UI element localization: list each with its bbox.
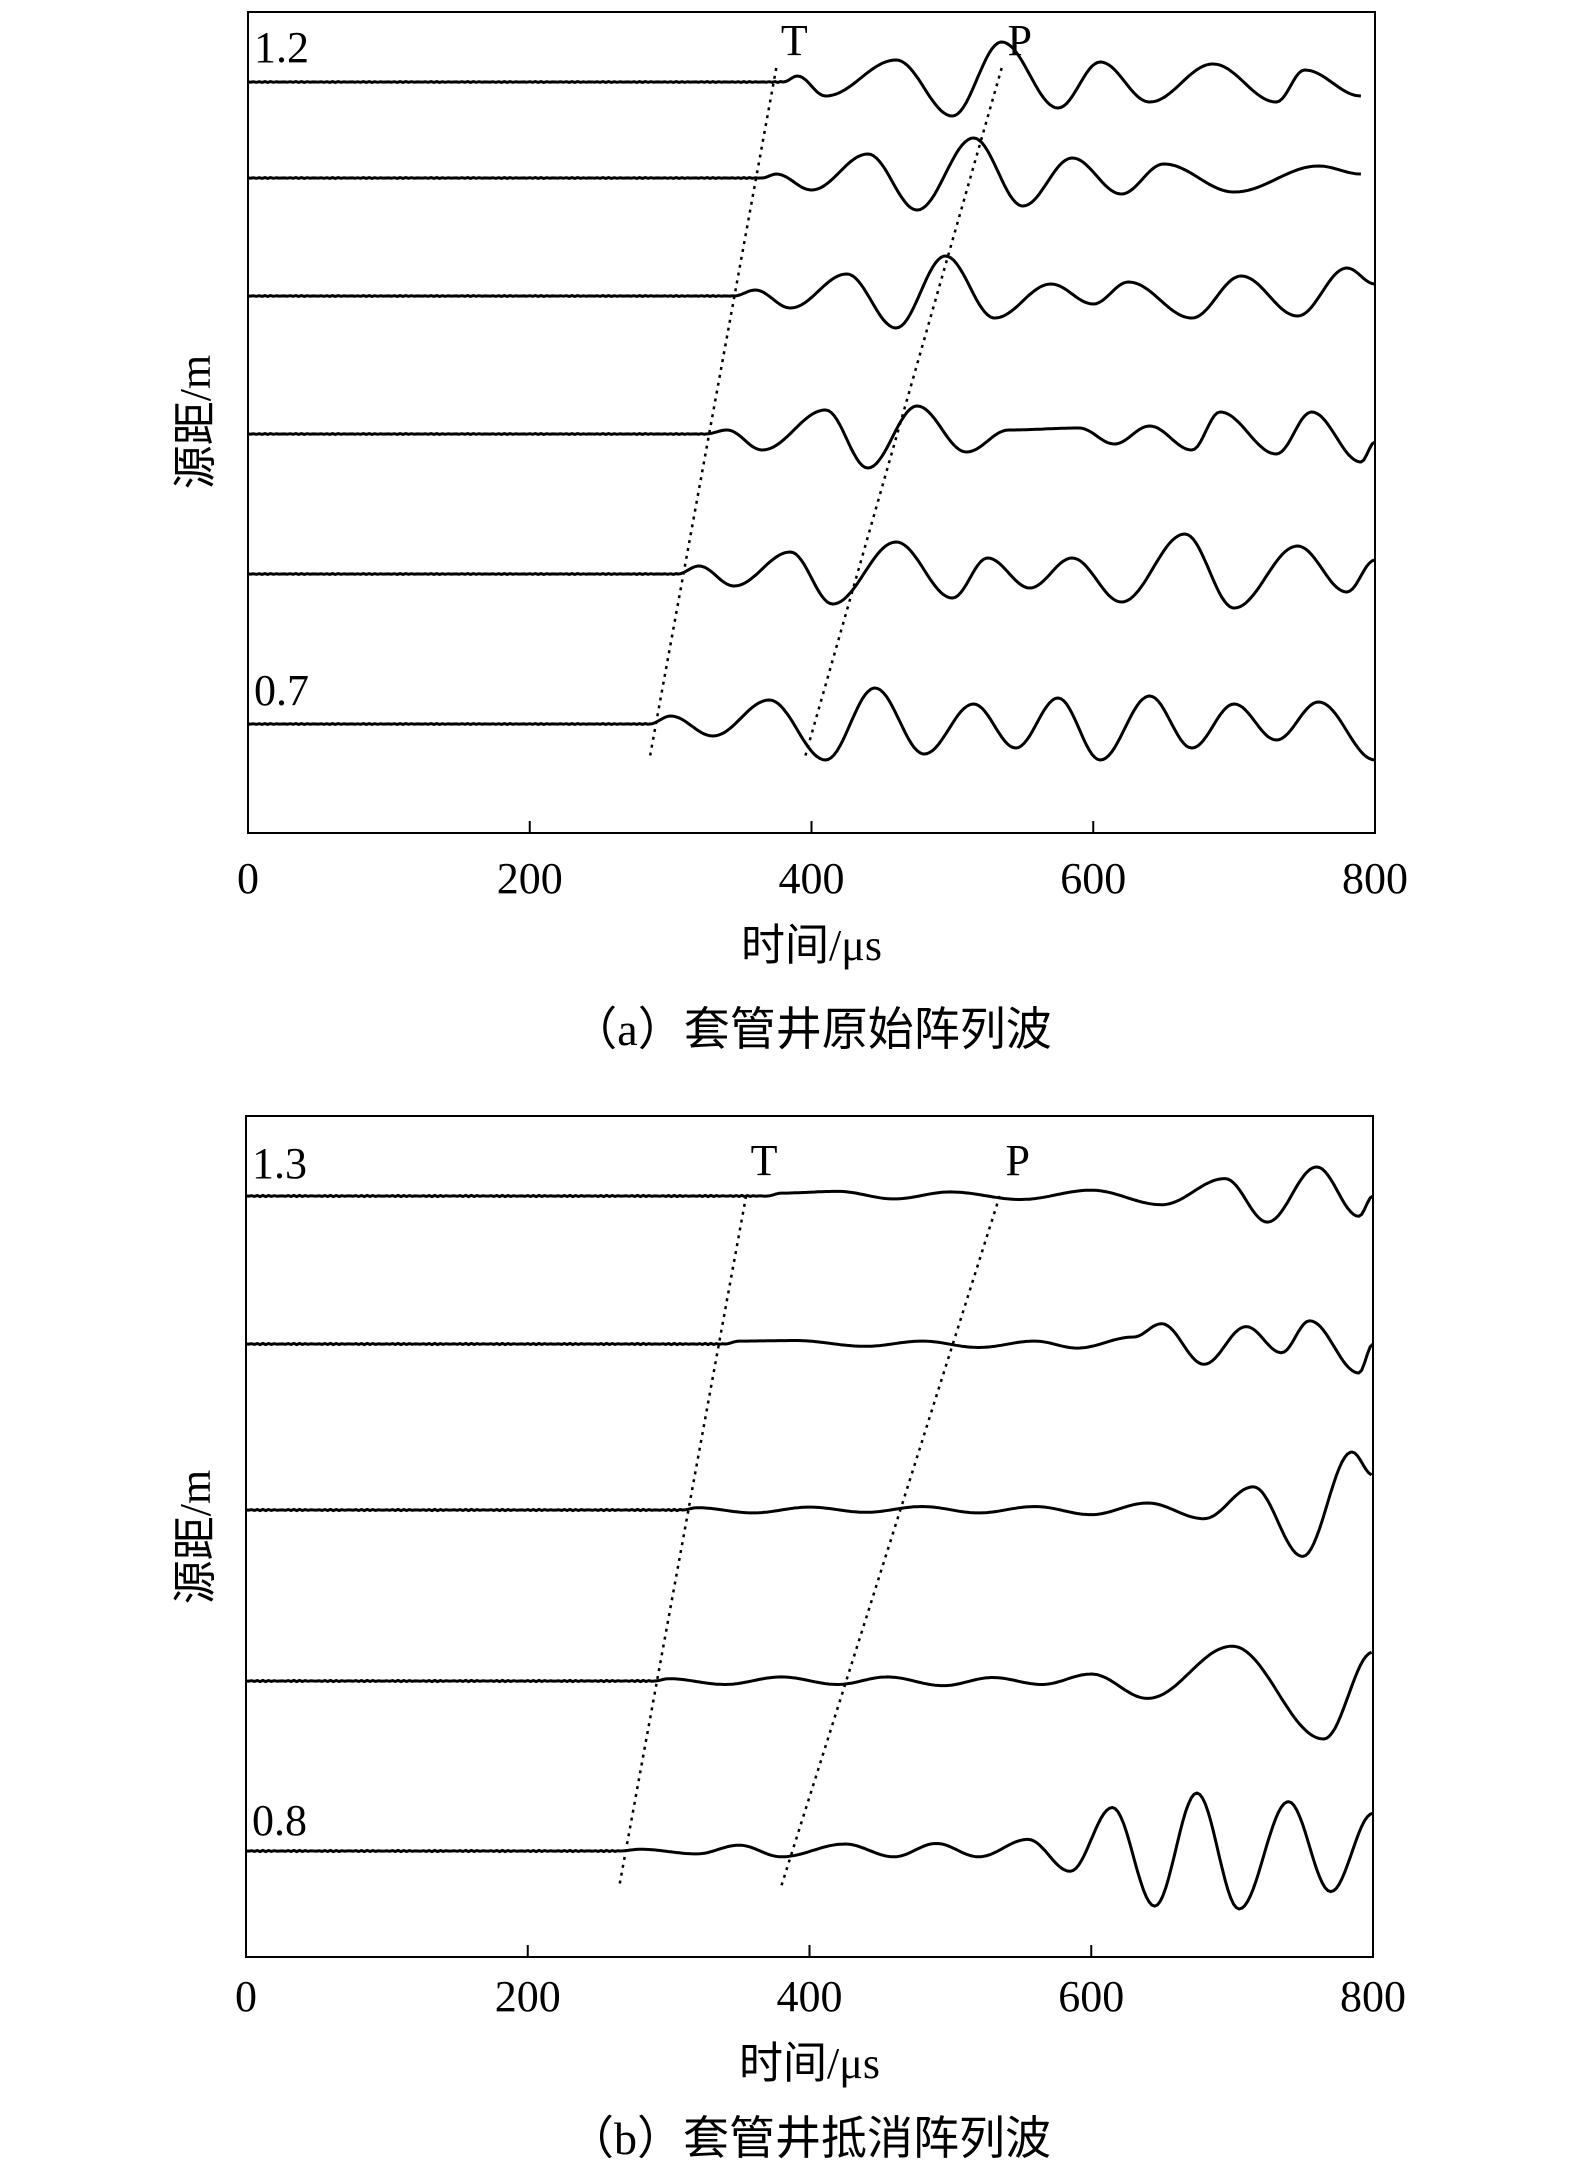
plot-frame — [247, 11, 1376, 834]
waveform-trace — [247, 404, 1376, 470]
x-tick-label: 400 — [777, 1972, 843, 2021]
marker-label-t: T — [751, 1136, 778, 1185]
x-tick-label: 800 — [1342, 854, 1408, 903]
moveout-line-p — [780, 1195, 1001, 1887]
x-tick-label: 0 — [237, 854, 259, 903]
waveform-trace — [247, 254, 1376, 330]
waveform-trace — [247, 532, 1376, 610]
chart-b: 0 200 400 600 800 时间/μs 源距/m （b）套管井抵消阵列波 1.3 0.8 T… — [171, 1115, 1406, 2164]
x-tick-label: 600 — [1058, 1972, 1124, 2021]
y-axis-title: 源距/m — [171, 1470, 220, 1604]
trace-label-top: 1.3 — [252, 1139, 307, 1188]
x-tick-label: 800 — [1340, 1972, 1406, 2021]
x-tick-label: 200 — [497, 854, 563, 903]
marker-label-t: T — [781, 16, 808, 65]
waveform-trace — [245, 1319, 1375, 1375]
figure-caption: （b）套管井抵消阵列波 — [568, 2113, 1051, 2164]
moveout-line-t — [648, 67, 778, 760]
figure-caption: （a）套管井原始阵列波 — [571, 1004, 1051, 1055]
x-tick-label: 600 — [1060, 854, 1126, 903]
trace-label-top: 1.2 — [254, 23, 309, 72]
trace-label-bottom: 0.7 — [254, 666, 309, 715]
x-tick-label: 400 — [779, 854, 845, 903]
waveform-trace — [247, 136, 1361, 212]
waveform-trace — [245, 1165, 1374, 1224]
marker-label-p: P — [1007, 16, 1031, 65]
panel-b: 0 200 400 600 800 时间/μs 源距/m （b）套管井抵消阵列波 1.3 0.8 T… — [0, 1083, 1575, 2165]
trace-label-bottom: 0.8 — [252, 1796, 307, 1845]
y-axis-title: 源距/m — [171, 355, 220, 489]
panel-a: 0 200 400 600 800 时间/μs 源距/m （a）套管井原始阵列波 1.2 0.7 T… — [171, 11, 1408, 1055]
waveform-trace — [247, 686, 1376, 762]
x-tick-label: 0 — [235, 1972, 257, 2021]
waveform-trace — [245, 1450, 1373, 1558]
plot-frame — [245, 1115, 1374, 1958]
moveout-line-t — [618, 1195, 748, 1887]
waveform-trace — [245, 1791, 1374, 1911]
x-axis-title: 时间/μs — [739, 2039, 880, 2088]
chart-a: 0 200 400 600 800 时间/μs 源距/m （a）套管井原始阵列波 1.2 0.7 T… — [171, 11, 1408, 1055]
x-tick-label: 200 — [495, 1972, 561, 2021]
waveform-trace — [247, 40, 1362, 118]
marker-label-p: P — [1005, 1136, 1029, 1185]
waveform-trace — [245, 1644, 1373, 1741]
x-axis-title: 时间/μs — [741, 921, 882, 970]
